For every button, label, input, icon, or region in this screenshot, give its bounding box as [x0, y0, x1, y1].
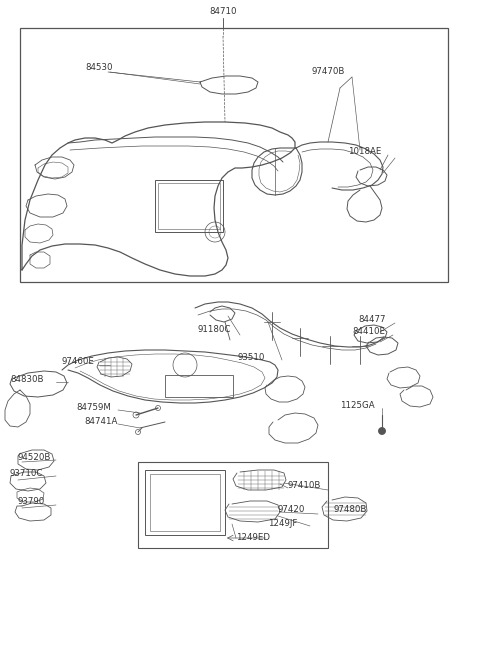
Bar — [145, 470, 225, 535]
Text: 1018AE: 1018AE — [348, 147, 382, 157]
Text: 1249JF: 1249JF — [268, 519, 298, 529]
Bar — [20, 28, 448, 282]
Text: 84410E: 84410E — [352, 328, 385, 337]
Text: 93510: 93510 — [238, 354, 265, 362]
Text: 1249ED: 1249ED — [236, 534, 270, 542]
Text: 91180C: 91180C — [198, 326, 231, 335]
Text: 93710C: 93710C — [10, 470, 43, 479]
Text: 84741A: 84741A — [84, 417, 118, 426]
Text: 97410B: 97410B — [288, 481, 322, 491]
Text: 84759M: 84759M — [76, 403, 111, 413]
Text: 97460E: 97460E — [62, 358, 95, 367]
Text: 84477: 84477 — [358, 316, 385, 324]
Text: 97420: 97420 — [278, 506, 305, 514]
Text: 1125GA: 1125GA — [340, 400, 374, 409]
Bar — [158, 183, 220, 229]
Text: 93790: 93790 — [18, 498, 45, 506]
Bar — [138, 462, 328, 548]
Text: 84530: 84530 — [85, 64, 112, 73]
Text: 94520B: 94520B — [18, 453, 51, 462]
Text: 84710: 84710 — [209, 7, 237, 16]
Circle shape — [379, 428, 385, 434]
Text: 84830B: 84830B — [10, 375, 44, 384]
Text: 97480B: 97480B — [334, 506, 367, 514]
Bar — [165, 375, 233, 397]
Bar — [150, 474, 220, 531]
Bar — [155, 180, 223, 232]
Text: 97470B: 97470B — [312, 67, 346, 77]
